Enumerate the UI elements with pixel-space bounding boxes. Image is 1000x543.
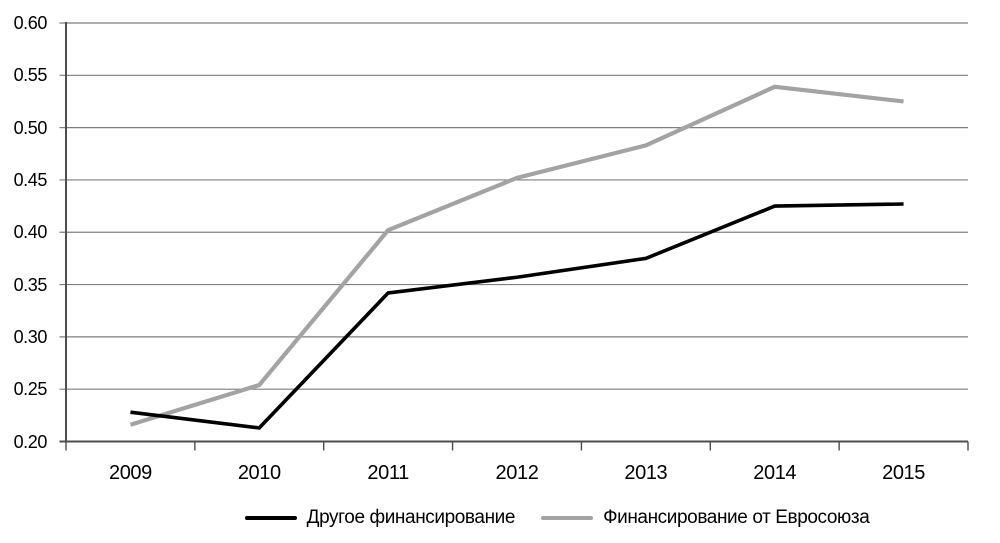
y-tick-label: 0.50 (13, 117, 48, 138)
y-tick-label: 0.40 (13, 222, 48, 243)
x-tick-label: 2015 (882, 462, 926, 484)
plot-area (59, 22, 969, 451)
x-tick-label: 2010 (237, 462, 281, 484)
y-tick-label: 0.20 (13, 431, 48, 452)
legend-swatch-eu-financing (541, 516, 594, 520)
legend-label-other-financing: Другое финансирование (306, 507, 516, 528)
legend-label-eu-financing: Финансирование от Евросоюза (603, 507, 870, 528)
x-tick-label: 2011 (367, 462, 409, 484)
y-axis-labels: 0.20 0.25 0.30 0.35 0.40 0.45 0.50 0.55 0.60 (0, 0, 48, 460)
series-line-0 (130, 202, 904, 430)
y-tick-label: 0.25 (13, 379, 48, 400)
legend: Другое финансирование Финансирование от … (57, 507, 1000, 529)
x-tick-label: 2013 (624, 462, 668, 484)
x-tick-label: 2014 (753, 462, 797, 484)
y-tick-label: 0.45 (13, 169, 48, 190)
x-tick-label: 2012 (495, 462, 539, 484)
series-line-1 (129, 84, 904, 427)
y-tick-label: 0.30 (13, 326, 48, 347)
x-tick-label: 2009 (108, 462, 152, 484)
legend-item-eu-financing: Финансирование от Евросоюза (541, 507, 870, 529)
legend-item-other-financing: Другое финансирование (244, 507, 516, 529)
y-tick-label: 0.60 (13, 13, 48, 33)
y-tick-label: 0.55 (13, 65, 48, 86)
legend-swatch-other-financing (244, 516, 297, 520)
x-axis-labels: 2009 2010 2011 2012 2013 2014 2015 (0, 0, 1000, 484)
y-tick-label: 0.35 (13, 274, 48, 295)
